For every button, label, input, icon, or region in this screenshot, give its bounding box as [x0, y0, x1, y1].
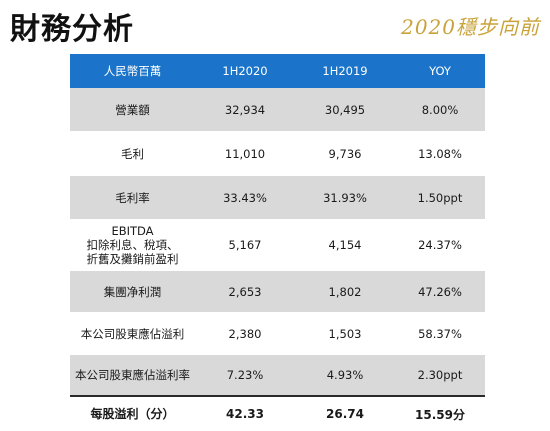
column-header-yoy: YOY [429, 64, 451, 78]
cell-1h2020: 32,934 [224, 102, 266, 117]
cell-1h2019: 4.93% [326, 368, 364, 382]
row-label: EBITDA 扣除利息、稅項、 折舊及攤銷前盈利 [70, 224, 195, 266]
cell-1h2019: 9,736 [328, 146, 362, 161]
table-row: 毛利 11,010 9,736 13.08% [70, 131, 485, 176]
cell-1h2020: 2,653 [228, 284, 262, 299]
cell-1h2020: 2,380 [228, 326, 262, 341]
cell-yoy: 13.08% [418, 146, 462, 161]
table-row: 營業額 32,934 30,495 8.00% [70, 88, 485, 131]
row-label-line: 本公司股東應佔溢利率 [75, 368, 190, 382]
column-header-1h2020: 1H2020 [222, 64, 268, 78]
row-label-line: 毛利 [121, 146, 144, 161]
row-label-line: 毛利率 [115, 190, 150, 205]
table-row: 集團净利潤 2,653 1,802 47.26% [70, 271, 485, 312]
financial-table: 人民幣百萬 1H2020 1H2019 YOY 營業額 32,934 30,49… [70, 54, 485, 431]
cell-1h2020: 33.43% [223, 190, 267, 205]
cell-yoy: 2.30ppt [417, 368, 463, 382]
row-label: 毛利 [70, 147, 195, 161]
column-header-item: 人民幣百萬 [103, 64, 162, 78]
row-label-line: 營業額 [115, 102, 150, 117]
cell-1h2019: 4,154 [328, 238, 362, 252]
cell-yoy: 1.50ppt [417, 190, 463, 205]
cell-1h2019: 31.93% [323, 190, 367, 205]
row-label: 營業額 [70, 103, 195, 117]
table-row: 每股溢利（分） 42.33 26.74 15.59分 [70, 397, 485, 431]
cell-1h2020: 5,167 [228, 238, 262, 252]
row-label-line: 集團净利潤 [103, 284, 162, 299]
row-label: 毛利率 [70, 191, 195, 205]
row-label-line: EBITDA [111, 224, 154, 238]
row-label-line: 每股溢利（分） [90, 407, 175, 421]
cell-1h2019: 1,503 [328, 326, 362, 341]
cell-yoy: 15.59分 [415, 407, 465, 422]
cell-1h2020: 42.33 [226, 407, 264, 421]
row-label-line: 折舊及攤銷前盈利 [86, 252, 179, 266]
table-row: 本公司股東應佔溢利 2,380 1,503 58.37% [70, 312, 485, 355]
row-label-line: 本公司股東應佔溢利 [80, 326, 185, 341]
table-header-row: 人民幣百萬 1H2020 1H2019 YOY [70, 54, 485, 88]
row-label-line: 扣除利息、稅項、 [86, 238, 179, 252]
column-header-1h2019: 1H2019 [322, 64, 368, 78]
table-row: EBITDA 扣除利息、稅項、 折舊及攤銷前盈利 5,167 4,154 24.… [70, 219, 485, 271]
cell-1h2019: 26.74 [326, 407, 364, 421]
cell-1h2019: 1,802 [328, 284, 362, 299]
row-label: 每股溢利（分） [70, 407, 195, 421]
cell-1h2020: 7.23% [226, 368, 264, 382]
cell-1h2019: 30,495 [324, 102, 366, 117]
cell-1h2020: 11,010 [224, 146, 266, 161]
cell-yoy: 58.37% [418, 326, 462, 341]
table-row: 毛利率 33.43% 31.93% 1.50ppt [70, 176, 485, 219]
row-label: 本公司股東應佔溢利率 [70, 368, 195, 382]
table-row: 本公司股東應佔溢利率 7.23% 4.93% 2.30ppt [70, 355, 485, 395]
slogan-text: 2020穩步向前 [401, 15, 540, 39]
cell-yoy: 24.37% [418, 238, 462, 252]
row-label: 集團净利潤 [70, 285, 195, 299]
row-label: 本公司股東應佔溢利 [70, 327, 195, 341]
cell-yoy: 8.00% [421, 102, 459, 117]
table-divider [70, 395, 485, 397]
page-title: 財務分析 [10, 12, 134, 47]
cell-yoy: 47.26% [418, 284, 462, 299]
